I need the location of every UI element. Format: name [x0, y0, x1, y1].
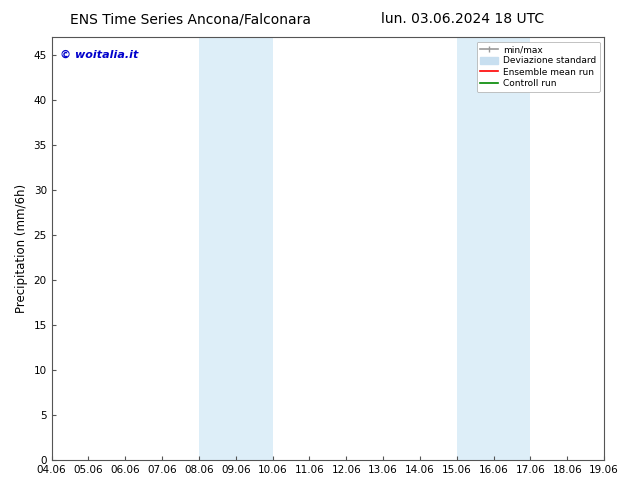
Text: ENS Time Series Ancona/Falconara: ENS Time Series Ancona/Falconara — [70, 12, 311, 26]
Text: lun. 03.06.2024 18 UTC: lun. 03.06.2024 18 UTC — [381, 12, 545, 26]
Bar — [457, 37, 531, 460]
Y-axis label: Precipitation (mm/6h): Precipitation (mm/6h) — [15, 184, 28, 313]
Bar — [199, 37, 273, 460]
Text: © woitalia.it: © woitalia.it — [60, 50, 138, 60]
Legend: min/max, Deviazione standard, Ensemble mean run, Controll run: min/max, Deviazione standard, Ensemble m… — [477, 42, 600, 92]
